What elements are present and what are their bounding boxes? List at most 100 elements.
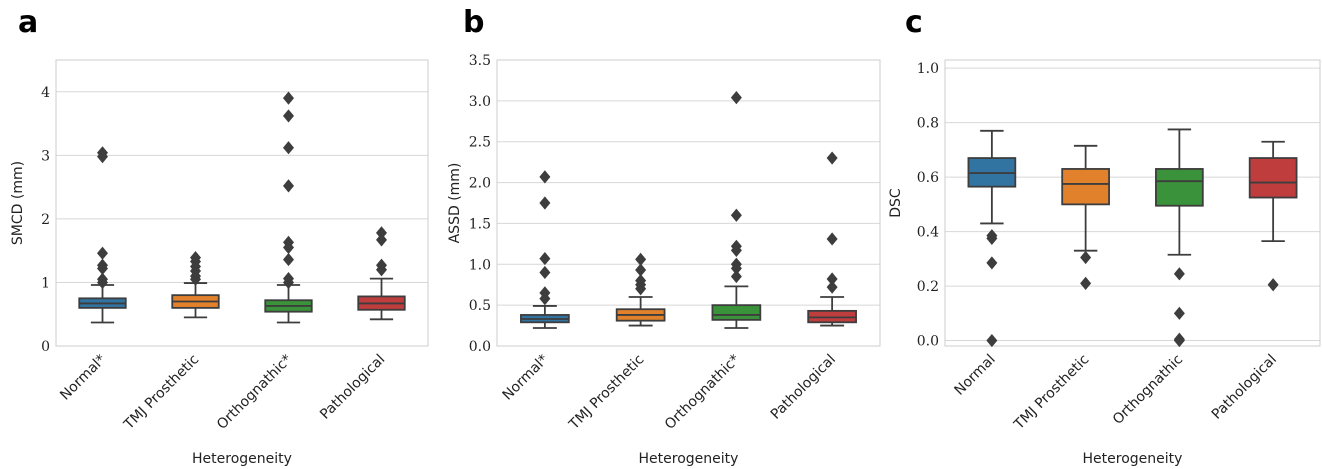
panel-letter: a — [18, 5, 38, 40]
box-normal- — [78, 146, 127, 324]
y-tick-label: 1.0 — [469, 257, 491, 273]
box-normal — [967, 129, 1017, 348]
box-pathological — [807, 151, 857, 327]
outlier-point — [826, 280, 838, 294]
x-axis-label: Heterogeneity — [192, 451, 292, 467]
y-tick-label: 0.8 — [917, 116, 939, 132]
box-tmj-prosthetic — [171, 251, 220, 319]
x-tick-label: Normal* — [57, 352, 109, 404]
outlier-point — [376, 233, 387, 247]
y-tick-label: 0.0 — [469, 339, 491, 355]
outlier-point — [97, 261, 108, 276]
outlier-point — [635, 282, 647, 296]
y-tick-label: 4 — [41, 85, 50, 101]
outlier-point — [190, 272, 201, 286]
x-tick-label: Orthognathic* — [214, 352, 295, 433]
plot-frame — [496, 59, 881, 347]
outlier-point — [986, 333, 998, 348]
y-tick-label: 3.5 — [469, 53, 491, 69]
outlier-point — [539, 251, 551, 266]
outlier-point — [283, 179, 294, 193]
outlier-point — [826, 151, 838, 165]
y-tick-label: 0.0 — [917, 334, 939, 350]
outlier-point — [635, 263, 647, 277]
box-iqr — [1155, 168, 1204, 207]
outlier-point — [376, 263, 387, 277]
outlier-point — [635, 252, 647, 266]
box-iqr — [711, 304, 762, 321]
outlier-point — [283, 275, 294, 290]
box-tmj-prosthetic — [615, 252, 666, 327]
outlier-point — [826, 272, 838, 286]
x-tick-label: TMJ Prosthetic — [1011, 352, 1093, 434]
y-tick-label: 0 — [41, 339, 50, 355]
outlier-point — [283, 240, 294, 255]
outlier-point — [986, 231, 998, 246]
box-orthognathic- — [711, 90, 762, 329]
y-tick-label: 2 — [41, 212, 50, 228]
outlier-point — [283, 91, 294, 105]
y-tick-label: 1.0 — [917, 61, 939, 77]
outlier-point — [986, 256, 998, 270]
x-axis-label: Heterogeneity — [639, 451, 739, 467]
box-iqr — [1061, 168, 1110, 206]
y-tick-label: 0.6 — [917, 170, 939, 186]
panel-c: c 0.0 0.2 0.4 0.6 0.8 1.0 Normal TMJ Prosthetic O… — [888, 5, 1321, 467]
y-tick-label: 0.2 — [917, 279, 939, 295]
x-tick-label: Normal — [952, 352, 999, 399]
outlier-point — [1173, 306, 1185, 320]
y-tick-label: 0.5 — [469, 298, 491, 314]
box-pathological — [357, 226, 406, 321]
outlier-point — [539, 265, 551, 280]
x-tick-label: Normal* — [500, 352, 552, 404]
outlier-point — [539, 196, 551, 210]
x-tick-label: Pathological — [768, 352, 839, 423]
y-tick-label: 1 — [41, 275, 50, 291]
box-orthognathic- — [264, 91, 313, 324]
x-tick-label: Pathological — [1209, 352, 1280, 423]
outlier-point — [539, 292, 551, 306]
outlier-point — [97, 246, 108, 260]
panel-letter: c — [905, 5, 923, 40]
box-tmj-prosthetic — [1061, 144, 1110, 290]
plot-frame — [944, 59, 1321, 347]
y-axis-label: SMCD (mm) — [10, 161, 26, 245]
outlier-point — [730, 269, 742, 284]
box-pathological — [1248, 140, 1298, 292]
x-tick-label: Pathological — [317, 352, 388, 423]
y-tick-label: 3.0 — [469, 94, 491, 110]
outlier-point — [283, 252, 294, 267]
outlier-point — [1173, 333, 1185, 348]
outlier-point — [1267, 278, 1279, 292]
panel-b: b 0.0 0.5 1.0 1.5 2.0 2.5 3.0 3.5 Normal* TMJ Pros… — [447, 5, 881, 467]
outlier-point — [730, 261, 742, 275]
outlier-point — [376, 226, 387, 240]
box-orthognathic — [1155, 128, 1204, 348]
x-tick-label: Orthognathic — [1110, 352, 1186, 428]
outlier-point — [283, 109, 294, 123]
y-axis-label: DSC — [888, 188, 904, 218]
panel-letter: b — [463, 5, 484, 40]
outlier-point — [97, 150, 108, 164]
y-tick-label: 3 — [41, 148, 50, 164]
y-tick-label: 2.0 — [469, 176, 491, 192]
outlier-point — [1173, 267, 1185, 281]
outlier-point — [730, 208, 742, 222]
panel-a: a 0 1 2 3 4 Normal* TMJ Prosthetic Orthognathic*… — [10, 5, 429, 467]
outlier-point — [826, 232, 838, 246]
outlier-point — [97, 275, 108, 290]
box-normal- — [520, 170, 570, 329]
outlier-point — [730, 243, 742, 257]
y-tick-label: 0.4 — [917, 225, 939, 241]
x-axis-label: Heterogeneity — [1083, 451, 1183, 467]
x-tick-label: Orthognathic* — [662, 352, 743, 433]
outlier-point — [539, 170, 551, 184]
y-tick-label: 2.5 — [469, 135, 491, 151]
plot-frame — [55, 59, 429, 347]
x-tick-label: TMJ Prosthetic — [120, 352, 202, 434]
y-tick-label: 1.5 — [469, 216, 491, 232]
box-iqr — [1248, 157, 1298, 199]
y-axis-label: ASSD (mm) — [447, 163, 463, 244]
outlier-point — [1080, 250, 1092, 265]
